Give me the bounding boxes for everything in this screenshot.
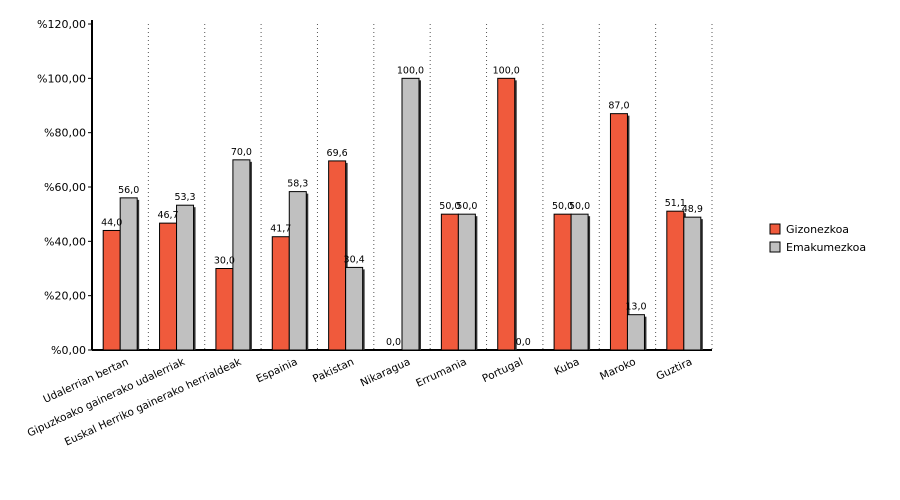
- category-label: Maroko: [598, 356, 638, 383]
- legend-swatch: [769, 241, 781, 253]
- bar-gizonezkoa: [102, 229, 121, 351]
- bar-gizonezkoa: [666, 210, 685, 351]
- data-label: 51,1: [665, 198, 686, 209]
- bar-emakumezkoa: [626, 314, 645, 351]
- data-label: 30,4: [344, 254, 365, 265]
- bar-emakumezkoa: [176, 204, 195, 351]
- category-label: Espainia: [254, 356, 299, 386]
- data-label: 30,0: [214, 256, 235, 267]
- category-label: Guztira: [654, 356, 694, 383]
- bar-gizonezkoa: [440, 213, 459, 351]
- bar-gizonezkoa: [553, 213, 572, 351]
- data-label: 69,6: [327, 148, 348, 159]
- data-label: 100,0: [397, 65, 424, 76]
- bar-gizonezkoa: [609, 113, 628, 351]
- y-tick-label: %80,00: [44, 127, 86, 140]
- bar-gizonezkoa: [271, 236, 290, 351]
- y-tick-label: %20,00: [44, 290, 86, 303]
- category-label: Pakistan: [311, 356, 356, 385]
- bar-emakumezkoa: [345, 266, 364, 351]
- bar-emakumezkoa: [288, 191, 307, 351]
- y-tick-label: %40,00: [44, 235, 86, 248]
- legend: Gizonezkoa Emakumezkoa: [769, 223, 866, 254]
- y-tick-label: %60,00: [44, 181, 86, 194]
- data-label: 50,0: [456, 201, 477, 212]
- data-label: 50,0: [569, 201, 590, 212]
- data-label: 13,0: [625, 302, 646, 313]
- data-label: 0,0: [386, 337, 401, 348]
- bar-emakumezkoa: [119, 197, 138, 351]
- category-label: Kuba: [553, 356, 582, 378]
- data-label: 70,0: [231, 147, 252, 158]
- bar-emakumezkoa: [683, 216, 702, 351]
- data-label: 50,0: [439, 201, 460, 212]
- bar-gizonezkoa: [159, 222, 178, 351]
- y-tick-label: %0,00: [51, 344, 86, 357]
- bars: [102, 77, 703, 351]
- y-tick-label: %120,00: [37, 18, 86, 31]
- data-label: 41,7: [270, 224, 291, 235]
- category-label: Errumania: [414, 356, 468, 390]
- bar-gizonezkoa: [328, 160, 347, 351]
- data-label: 100,0: [493, 65, 520, 76]
- data-label: 44,0: [101, 217, 122, 228]
- bar-gizonezkoa: [215, 268, 234, 351]
- legend-label: Gizonezkoa: [786, 223, 849, 236]
- y-tick-label: %100,00: [37, 72, 86, 85]
- data-label: 87,0: [608, 101, 629, 112]
- data-labels: 44,0 46,7 30,0 41,7 69,6 0,0 50,0 100,0 50,0 87,0…: [101, 65, 703, 348]
- bar-gizonezkoa: [497, 77, 516, 351]
- bar-emakumezkoa: [570, 213, 589, 351]
- legend-swatch: [769, 223, 781, 235]
- data-label: 0,0: [516, 337, 531, 348]
- data-label: 46,7: [157, 210, 178, 221]
- data-label: 56,0: [118, 185, 139, 196]
- data-label: 53,3: [174, 192, 195, 203]
- bar-emakumezkoa: [457, 213, 476, 351]
- bar-emakumezkoa: [232, 159, 251, 351]
- data-label: 48,9: [682, 204, 703, 215]
- bar-emakumezkoa: [401, 77, 420, 351]
- legend-label: Emakumezkoa: [786, 241, 866, 254]
- data-label: 50,0: [552, 201, 573, 212]
- category-label: Nikaragua: [359, 356, 413, 390]
- category-label: Portugal: [480, 356, 524, 385]
- data-label: 58,3: [287, 179, 308, 190]
